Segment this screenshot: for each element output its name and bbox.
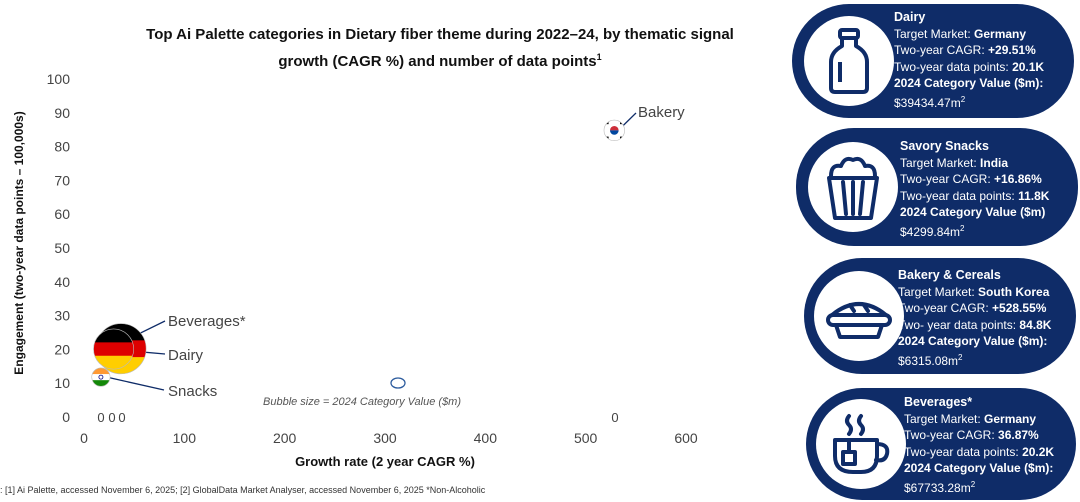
y-tick-label: 40 [54, 274, 70, 290]
y-tick-label: 0 [62, 409, 70, 425]
pie-icon [826, 302, 892, 339]
card-info: Beverages* Target Market: Germany Two-ye… [904, 395, 1055, 495]
bubble-chart: 0 10 20 30 40 50 60 70 80 90 100 0 100 200 300 400 500 6… [12, 71, 698, 469]
data-points-value: 84.8K [1019, 317, 1052, 332]
y-axis-label: Engagement (two-year data points – 100,0… [12, 111, 26, 374]
y-tick-label: 100 [47, 71, 71, 87]
footnote: : [1] Ai Palette, accessed November 6, 2… [0, 485, 486, 495]
zero-label: 0 [108, 410, 115, 425]
category-value: $67733.28m [904, 480, 971, 495]
card-title: Bakery & Cereals [898, 268, 1001, 282]
x-axis-label: Growth rate (2 year CAGR %) [295, 454, 475, 469]
point-label: Snacks [168, 383, 217, 400]
data-points-value: 20.2K [1022, 444, 1055, 459]
category-value-label: 2024 Category Value ($m): [904, 461, 1054, 475]
y-tick-label: 80 [54, 139, 70, 155]
germany-flag-bubble [93, 328, 134, 370]
card-title: Savory Snacks [900, 139, 989, 153]
x-tick-label: 400 [474, 430, 498, 446]
y-axis-ticks: 0 10 20 30 40 50 60 70 80 90 100 [47, 71, 71, 425]
india-flag-bubble [91, 367, 111, 387]
card-icon-circle [816, 399, 906, 489]
market-value: Germany [974, 26, 1027, 41]
x-axis-ticks: 0 100 200 300 400 500 600 [80, 430, 698, 446]
market-value: Germany [984, 411, 1037, 426]
card-savory-snacks: Savory Snacks Target Market: India Two-y… [796, 128, 1078, 246]
cagr-value: 36.87% [998, 428, 1039, 442]
card-dairy: Dairy Target Market: Germany Two-year CA… [792, 4, 1074, 118]
y-tick-label: 60 [54, 206, 70, 222]
bubble-outline [91, 367, 111, 387]
card-beverages: Beverages* Target Market: Germany Two-ye… [806, 388, 1076, 500]
bubble-size-note: Bubble size = 2024 Category Value ($m) [263, 396, 461, 408]
card-icon-circle [814, 271, 904, 361]
popcorn-icon [827, 156, 879, 220]
x-tick-label: 600 [674, 430, 698, 446]
y-tick-label: 10 [54, 375, 70, 391]
bubble-outline [603, 119, 625, 141]
card-icon-circle [804, 16, 894, 106]
milk-bottle-icon [829, 28, 869, 94]
chart-title: Top Ai Palette categories in Dietary fib… [146, 26, 734, 70]
card-info: Savory Snacks Target Market: India Two-y… [900, 139, 1050, 239]
y-tick-label: 30 [54, 308, 70, 324]
x-tick-label: 0 [80, 430, 88, 446]
category-value: $4299.84m [900, 224, 961, 239]
card-info: Bakery & Cereals Target Market: South Ko… [898, 268, 1052, 368]
market-value: South Korea [978, 284, 1050, 299]
data-points-value: 20.1K [1012, 59, 1045, 74]
zero-labels: 0 00 0 [97, 410, 618, 425]
bubble-legend-marker [390, 377, 406, 389]
category-value: $6315.08m [898, 353, 959, 368]
category-value-label: 2024 Category Value ($m): [894, 76, 1044, 90]
category-value: $39434.47m [894, 95, 961, 110]
y-tick-label: 90 [54, 105, 70, 121]
bubbles [91, 119, 625, 387]
category-value-label: 2024 Category Value ($m): [898, 334, 1048, 348]
y-tick-label: 20 [54, 341, 70, 357]
cagr-value: +16.86% [994, 172, 1042, 186]
zero-label: 0 [97, 410, 104, 425]
card-bakery-cereals: Bakery & Cereals Target Market: South Ko… [804, 258, 1076, 374]
card-title: Beverages* [904, 395, 973, 409]
zero-label: 0 [118, 410, 125, 425]
card-info: Dairy Target Market: Germany Two-year CA… [894, 10, 1045, 110]
point-labels: Beverages* Dairy Snacks Bakery [168, 104, 685, 400]
bubble-outline [93, 328, 134, 370]
point-label: Dairy [168, 347, 204, 364]
x-tick-label: 500 [574, 430, 598, 446]
point-label: Beverages* [168, 313, 246, 330]
cagr-value: +528.55% [992, 301, 1047, 315]
card-title: Dairy [894, 10, 926, 24]
y-tick-label: 70 [54, 172, 70, 188]
card-icon-circle [808, 142, 898, 232]
cagr-value: +29.51% [988, 43, 1036, 57]
x-tick-label: 200 [273, 430, 297, 446]
leader-line [621, 112, 637, 127]
zero-label: 0 [611, 410, 618, 425]
x-tick-label: 100 [173, 430, 197, 446]
market-value: India [980, 155, 1009, 170]
point-label: Bakery [638, 104, 685, 121]
category-value-label: 2024 Category Value ($m) [900, 205, 1046, 219]
data-points-value: 11.8K [1018, 188, 1050, 203]
leader-line [106, 376, 165, 391]
y-tick-label: 50 [54, 240, 70, 256]
x-tick-label: 300 [373, 430, 397, 446]
tea-cup-icon [833, 414, 890, 474]
